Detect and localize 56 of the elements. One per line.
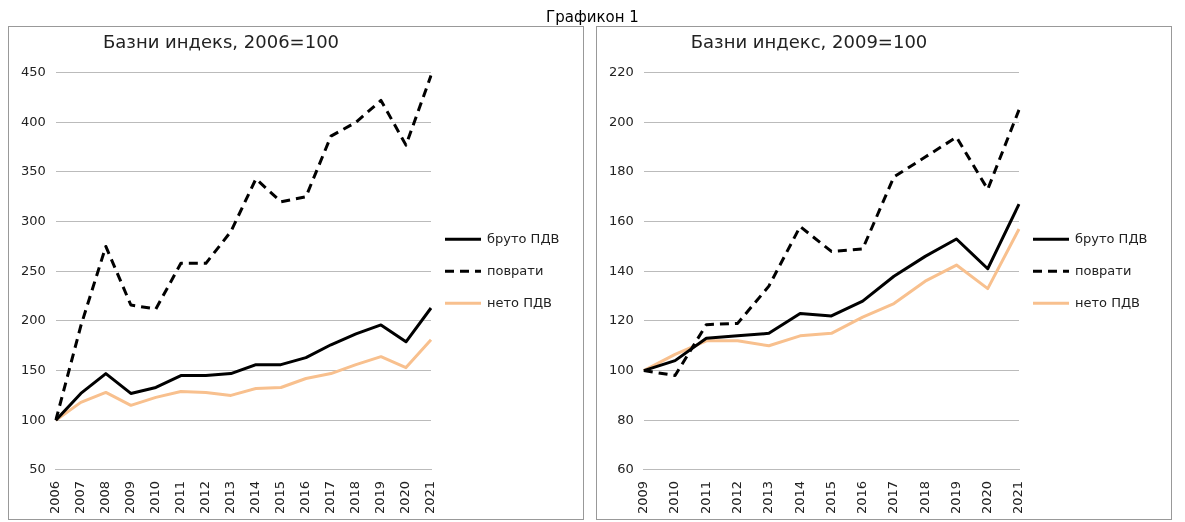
y-tick-label: 120 bbox=[608, 312, 634, 328]
y-tick-label: 220 bbox=[608, 63, 634, 79]
legend-label: нето ПДВ bbox=[487, 294, 553, 310]
x-tick-label: 2010 bbox=[147, 480, 163, 515]
y-tick-label: 50 bbox=[29, 461, 46, 477]
x-tick-label: 2011 bbox=[697, 480, 713, 515]
y-tick-label: 160 bbox=[608, 212, 634, 228]
x-tick-label: 2015 bbox=[822, 480, 838, 515]
x-tick-label: 2011 bbox=[172, 480, 188, 515]
y-tick-label: 140 bbox=[608, 262, 634, 278]
legend-label: бруто ПДВ bbox=[1075, 230, 1148, 246]
x-tick-label: 2021 bbox=[422, 480, 438, 515]
x-tick-label: 2012 bbox=[728, 480, 744, 515]
x-tick-label: 2012 bbox=[197, 480, 213, 515]
chart-title: Базни индекs, 2006=100 bbox=[102, 31, 340, 53]
x-tick-label: 2020 bbox=[397, 480, 413, 515]
y-tick-label: 300 bbox=[20, 212, 46, 228]
x-tick-label: 2016 bbox=[854, 480, 870, 515]
y-tick-label: 180 bbox=[608, 163, 634, 179]
chart-title: Базни индекс, 2009=100 bbox=[690, 31, 928, 53]
y-tick-label: 200 bbox=[20, 312, 46, 328]
y-tick-label: 100 bbox=[608, 361, 634, 377]
x-tick-label: 2017 bbox=[322, 480, 338, 515]
x-tick-label: 2010 bbox=[666, 480, 682, 515]
x-tick-label: 2018 bbox=[916, 480, 932, 515]
y-tick-label: 350 bbox=[20, 163, 46, 179]
legend-label: поврати bbox=[1075, 262, 1132, 278]
x-tick-label: 2019 bbox=[947, 480, 963, 515]
x-tick-label: 2015 bbox=[272, 480, 288, 515]
x-tick-label: 2013 bbox=[222, 480, 238, 515]
x-tick-label: 2017 bbox=[885, 480, 901, 515]
x-tick-label: 2019 bbox=[372, 480, 388, 515]
x-tick-label: 2009 bbox=[635, 480, 651, 515]
y-tick-label: 250 bbox=[20, 262, 46, 278]
y-tick-label: 100 bbox=[20, 411, 46, 427]
y-tick-label: 150 bbox=[20, 361, 46, 377]
legend-label: бруто ПДВ bbox=[487, 230, 560, 246]
x-tick-label: 2013 bbox=[760, 480, 776, 515]
x-tick-label: 2007 bbox=[72, 480, 88, 515]
y-tick-label: 60 bbox=[617, 461, 634, 477]
y-tick-label: 80 bbox=[617, 411, 634, 427]
x-tick-label: 2006 bbox=[47, 480, 63, 515]
y-tick-label: 450 bbox=[20, 63, 46, 79]
x-tick-label: 2008 bbox=[97, 480, 113, 515]
x-tick-label: 2018 bbox=[347, 480, 363, 515]
x-tick-label: 2009 bbox=[122, 480, 138, 515]
y-tick-label: 200 bbox=[608, 113, 634, 129]
legend-label: поврати bbox=[487, 262, 544, 278]
x-tick-label: 2014 bbox=[247, 480, 263, 515]
y-tick-label: 400 bbox=[20, 113, 46, 129]
x-tick-label: 2021 bbox=[1010, 480, 1026, 515]
x-tick-label: 2020 bbox=[979, 480, 995, 515]
x-tick-label: 2014 bbox=[791, 480, 807, 515]
x-tick-label: 2016 bbox=[297, 480, 313, 515]
legend-label: нето ПДВ bbox=[1075, 294, 1141, 310]
text: Графикон 1 bbox=[545, 8, 640, 26]
